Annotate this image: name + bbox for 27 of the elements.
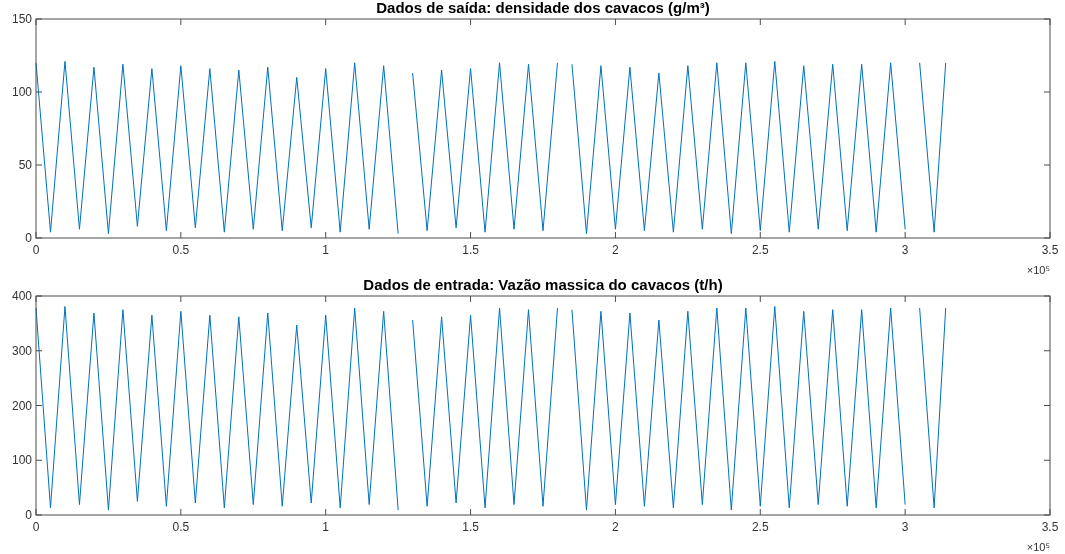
y-tick-label: 0 xyxy=(25,508,33,522)
y-tick-label: 0 xyxy=(25,231,33,245)
text: ×10⁵ xyxy=(1026,264,1050,276)
x-tick-label: 3 xyxy=(901,243,909,257)
x-tick-label: 1.5 xyxy=(462,520,480,534)
chart-title: Dados de entrada: Vazão massica do cavacos (t/h) xyxy=(363,276,723,293)
x-tick-label: 1 xyxy=(322,243,330,257)
x-tick-label: 2.5 xyxy=(751,520,769,534)
y-tick-label: 200 xyxy=(11,398,33,413)
y-tick-label: 100 xyxy=(11,85,33,99)
x-tick-label: 1.5 xyxy=(462,243,480,257)
x-tick-label: 2.5 xyxy=(751,243,769,257)
text: ×10⁵ xyxy=(1026,541,1050,553)
x-tick-label: 2 xyxy=(612,243,620,257)
chart-title: Dados de saída: densidade dos cavacos (g/m³) xyxy=(376,0,710,16)
y-tick-label: 100 xyxy=(11,453,33,468)
x-tick-label: 0.5 xyxy=(172,243,190,257)
y-tick-label: 400 xyxy=(11,289,33,303)
x-tick-label: 1 xyxy=(322,520,330,534)
x-tick-label: 3.5 xyxy=(1041,520,1059,534)
x-tick-label: 2 xyxy=(612,520,620,534)
x-tick-label: 3 xyxy=(901,520,909,534)
y-tick-label: 50 xyxy=(18,158,33,172)
x-tick-label: 3.5 xyxy=(1041,243,1059,257)
y-tick-label: 300 xyxy=(11,343,33,358)
x-tick-label: 0.5 xyxy=(172,520,190,534)
y-tick-label: 150 xyxy=(11,12,33,26)
